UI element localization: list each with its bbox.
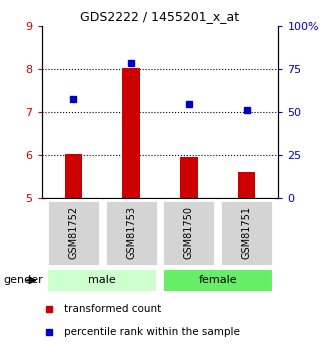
Text: female: female [198,275,237,285]
Bar [65,155,82,198]
Text: GSM81751: GSM81751 [242,206,252,259]
Title: GDS2222 / 1455201_x_at: GDS2222 / 1455201_x_at [80,10,240,23]
Bar [163,269,273,292]
Text: GSM81752: GSM81752 [68,206,78,259]
Bar [105,200,158,266]
Text: GSM81753: GSM81753 [126,206,136,259]
Text: GSM81750: GSM81750 [184,206,194,259]
Text: gender: gender [3,275,43,285]
Bar [123,68,140,198]
Text: percentile rank within the sample: percentile rank within the sample [64,327,240,337]
Bar [180,157,197,198]
Bar [47,200,100,266]
Bar [162,200,215,266]
Bar [47,269,157,292]
Bar [238,171,255,198]
Bar [220,200,273,266]
Text: transformed count: transformed count [64,304,162,314]
Text: male: male [88,275,116,285]
